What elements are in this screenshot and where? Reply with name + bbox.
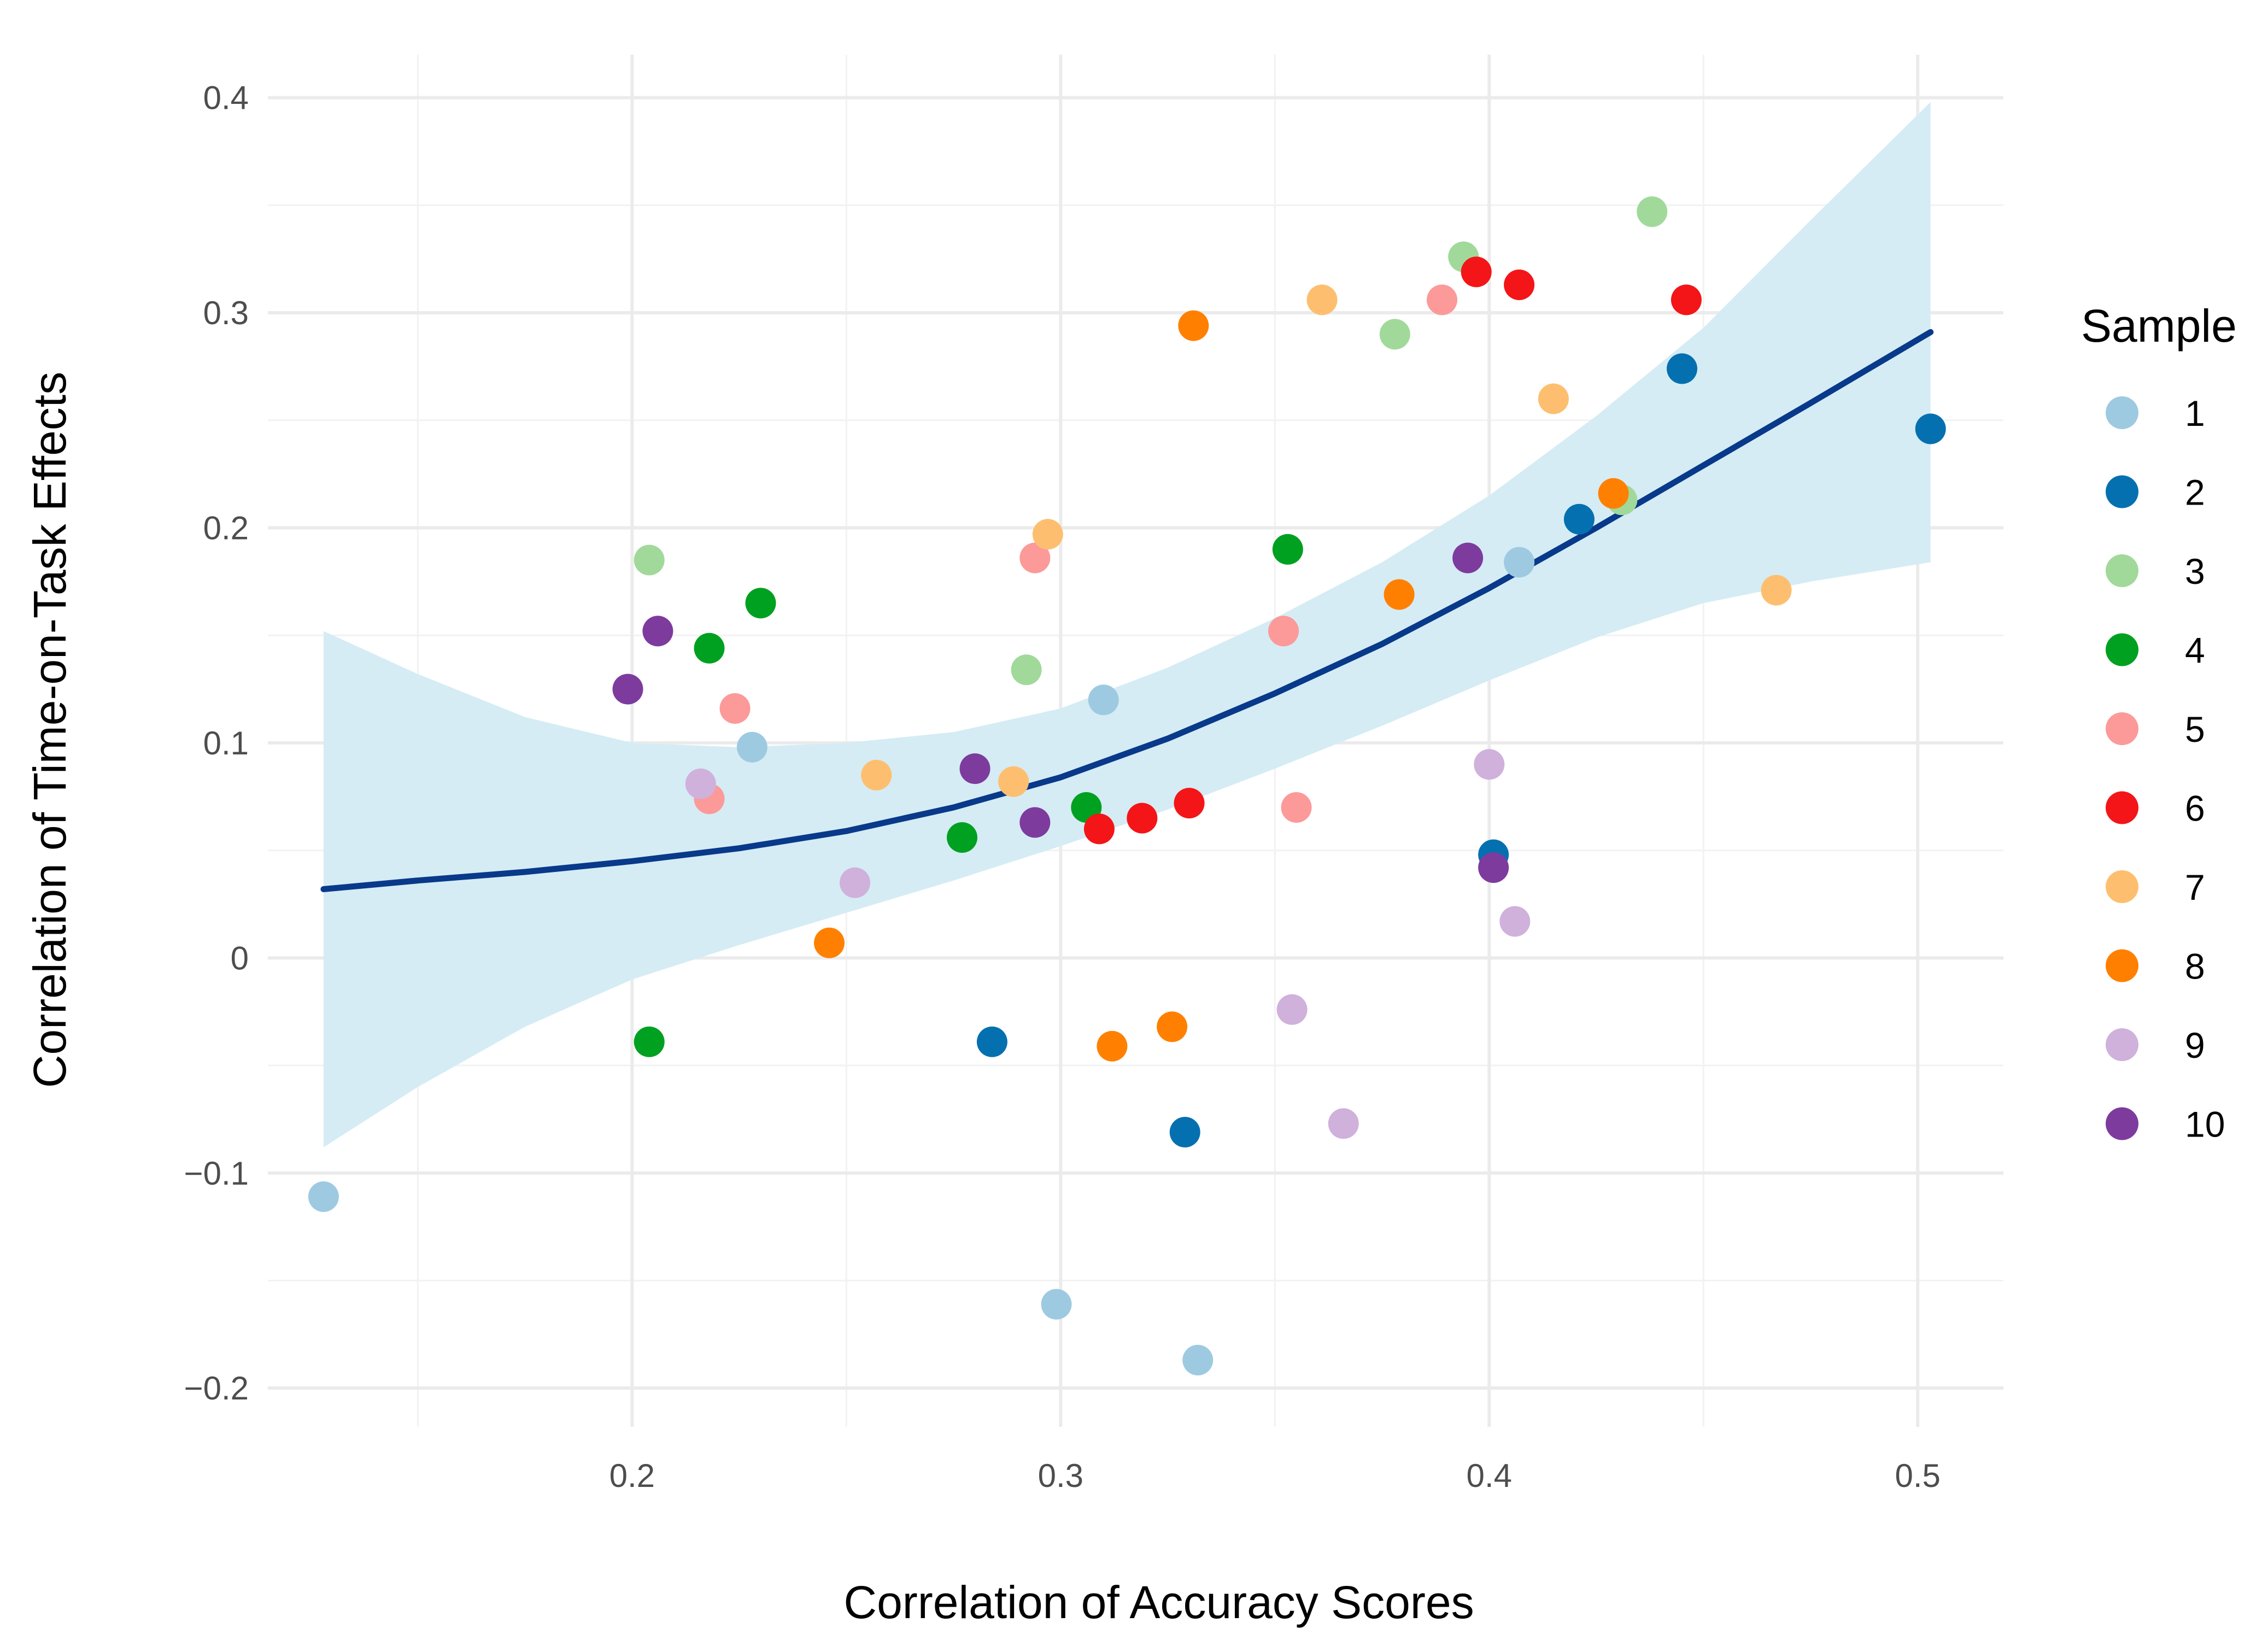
data-point-sample-5 [1281,792,1312,823]
data-point-sample-8 [1178,310,1209,341]
data-point-sample-8 [1157,1011,1188,1042]
y-tick-label: 0.2 [203,510,249,547]
x-axis-title: Correlation of Accuracy Scores [843,1577,1474,1628]
y-tick-label: −0.2 [184,1370,249,1407]
data-point-sample-10 [612,673,643,705]
x-tick-label: 0.4 [1467,1457,1512,1494]
legend-label-sample-1: 1 [2185,393,2205,434]
data-point-sample-6 [1083,813,1115,845]
data-point-sample-4 [745,588,776,619]
legend-label-sample-9: 9 [2185,1025,2205,1065]
legend-label-sample-5: 5 [2185,709,2205,749]
data-point-sample-2 [1169,1117,1200,1147]
confidence-band [323,102,1931,1147]
legend-label-sample-3: 3 [2185,551,2205,591]
y-tick-label: 0.3 [203,295,249,331]
legend-label-sample-8: 8 [2185,946,2205,987]
data-point-sample-10 [1452,542,1484,573]
data-point-sample-5 [1427,284,1457,315]
confidence-band-layer [323,102,1931,1147]
data-point-sample-1 [1041,1288,1072,1320]
data-point-sample-3 [1379,319,1410,350]
data-point-sample-4 [694,632,725,664]
data-point-sample-7 [998,766,1029,797]
y-axis-title: Correlation of Time-on-Task Effects [24,372,75,1088]
legend-items: 1 2 3 4 5 6 7 8 9 10 [2106,393,2225,1145]
legend-label-sample-6: 6 [2185,788,2205,829]
legend-swatch-sample-9 [2106,1028,2138,1061]
data-point-sample-1 [308,1181,339,1212]
legend-swatch-sample-10 [2106,1107,2138,1140]
data-points [308,196,1946,1375]
data-point-sample-4 [947,822,977,853]
data-point-sample-8 [1097,1030,1128,1062]
y-tick-label: 0.4 [203,80,249,116]
x-tick-label: 0.3 [1038,1457,1083,1494]
legend-swatch-sample-6 [2106,791,2138,824]
data-point-sample-4 [1272,534,1303,565]
data-point-sample-9 [685,768,716,799]
legend: Sample 1 2 3 4 5 6 7 8 9 10 [2081,300,2237,1145]
legend-label-sample-10: 10 [2185,1104,2225,1145]
data-point-sample-7 [1538,383,1569,414]
legend-swatch-sample-5 [2106,712,2138,745]
data-point-sample-7 [1306,284,1338,315]
data-point-sample-5 [719,693,751,724]
y-tick-label: −0.1 [184,1155,249,1192]
data-point-sample-6 [1461,256,1492,288]
legend-title: Sample [2081,300,2237,352]
trend-line [320,329,1934,892]
legend-label-sample-7: 7 [2185,867,2205,907]
data-point-sample-10 [1478,852,1509,883]
data-point-sample-5 [1268,616,1299,647]
data-point-sample-5 [1019,542,1051,573]
data-point-sample-8 [1598,478,1629,509]
data-point-sample-9 [1328,1108,1359,1139]
data-point-sample-8 [1384,579,1415,610]
data-point-sample-8 [814,927,845,958]
legend-swatch-sample-4 [2106,633,2138,666]
data-point-sample-2 [1563,503,1595,535]
legend-swatch-sample-3 [2106,554,2138,587]
data-point-sample-7 [1032,519,1063,550]
x-tick-label: 0.5 [1895,1457,1940,1494]
legend-swatch-sample-7 [2106,870,2138,903]
data-point-sample-1 [1182,1345,1214,1375]
legend-swatch-sample-1 [2106,396,2138,429]
data-point-sample-2 [1915,413,1946,444]
data-point-sample-3 [1637,196,1668,227]
data-point-sample-3 [1011,654,1042,686]
data-point-sample-10 [959,753,991,784]
data-point-sample-3 [634,544,665,576]
legend-label-sample-4: 4 [2185,630,2205,671]
y-tick-label: 0.1 [203,725,249,762]
data-point-sample-6 [1671,284,1702,315]
data-point-sample-7 [1761,575,1792,606]
data-point-sample-9 [1499,906,1531,937]
data-point-sample-10 [642,616,673,647]
y-tick-label: 0 [231,940,249,976]
data-point-sample-9 [840,867,870,898]
data-point-sample-9 [1276,994,1308,1025]
data-point-sample-6 [1127,803,1158,834]
data-point-sample-1 [1088,684,1119,716]
data-point-sample-4 [634,1026,665,1057]
trend-line-layer [320,329,1934,892]
legend-label-sample-2: 2 [2185,472,2205,513]
data-point-sample-2 [1667,353,1697,384]
data-point-sample-6 [1504,270,1535,300]
x-tick-label: 0.2 [610,1457,655,1494]
legend-swatch-sample-8 [2106,949,2138,982]
data-point-sample-9 [1474,749,1505,780]
data-point-sample-10 [1019,807,1051,838]
data-point-sample-6 [1174,788,1205,819]
data-point-sample-1 [1504,547,1535,578]
legend-swatch-sample-2 [2106,475,2138,508]
data-point-sample-7 [861,759,892,790]
axis-ticks: 0.2 0.3 0.4 0.5 −0.2 −0.1 0 0.1 0.2 0.3 0.4 [184,80,1941,1494]
data-point-sample-1 [736,731,767,763]
data-point-sample-2 [976,1026,1007,1057]
